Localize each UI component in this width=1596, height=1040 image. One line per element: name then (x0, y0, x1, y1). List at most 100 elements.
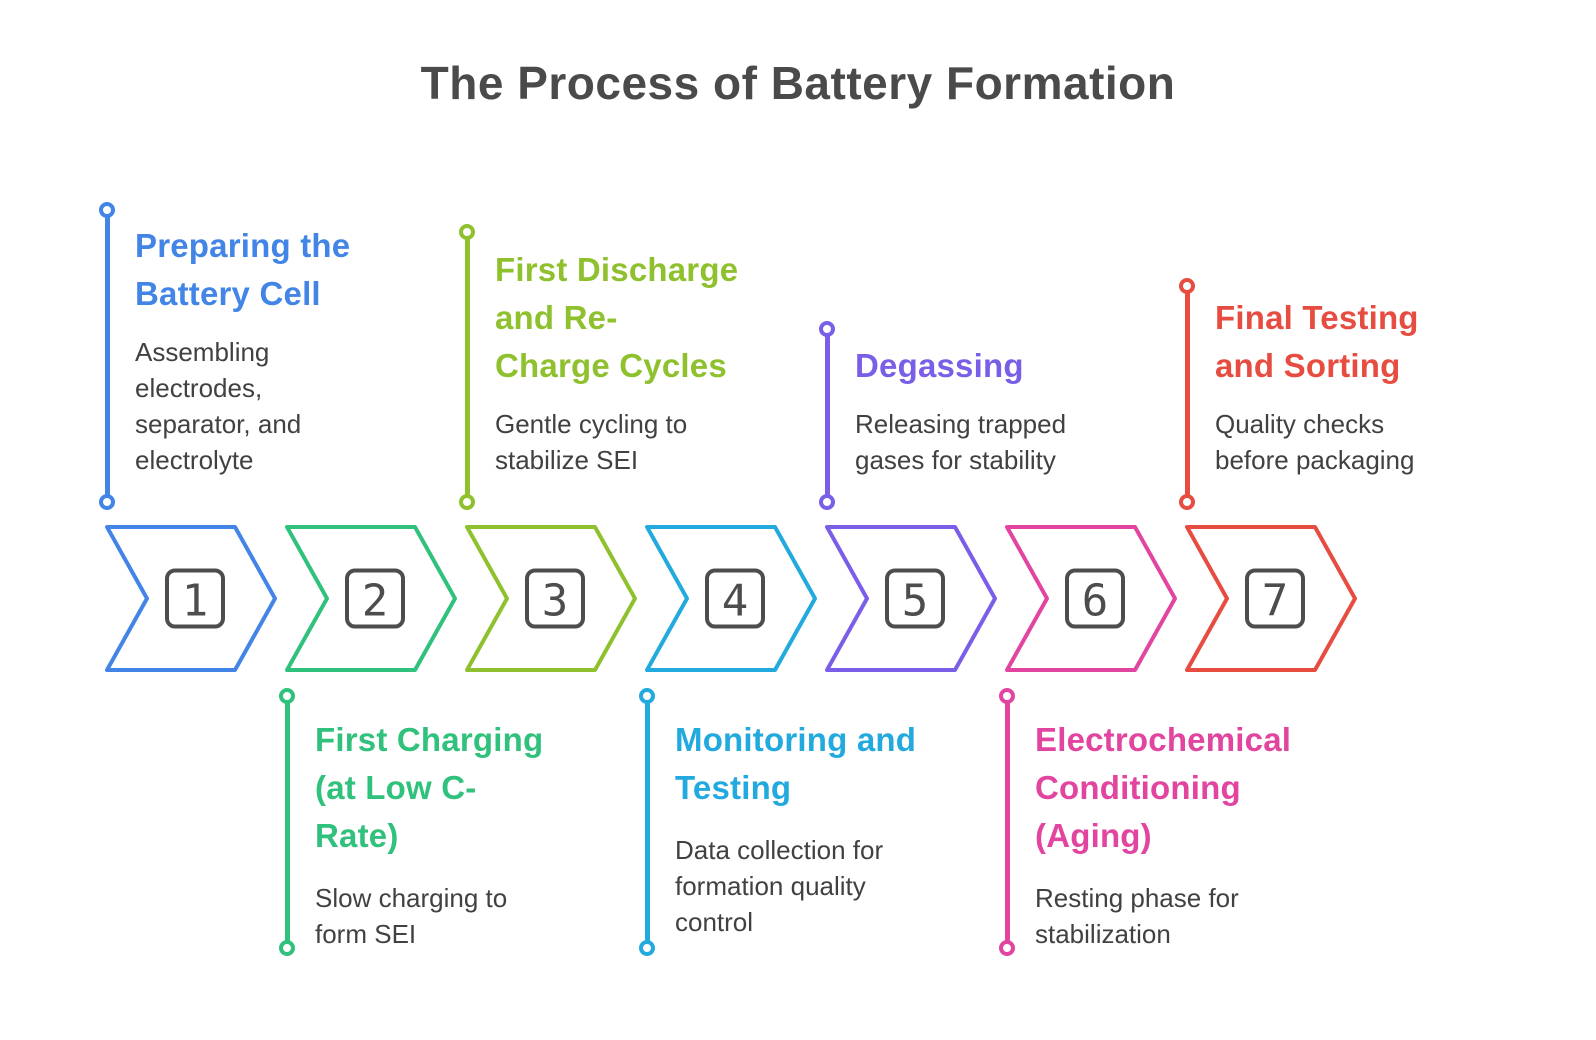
connector-dot-bottom (99, 494, 115, 510)
connector-bar (104, 217, 110, 495)
chevron-outline (645, 525, 817, 672)
connector-bar (284, 703, 290, 941)
text-line: Electrochemical (1035, 721, 1292, 758)
connector-bar (824, 336, 830, 495)
page-title: The Process of Battery Formation (420, 57, 1176, 109)
text-line: Degassing (855, 347, 1024, 384)
text-line: Conditioning (1035, 769, 1241, 806)
step-number-box (165, 568, 225, 629)
step-number: 5 (902, 576, 929, 627)
step-number: 1 (182, 576, 209, 627)
text-line: form SEI (315, 919, 417, 949)
connector-dot-top (279, 688, 295, 704)
step-number: 6 (1082, 576, 1109, 627)
step-number-box (1245, 568, 1305, 629)
text-line: Preparing the (135, 227, 351, 264)
callout-body: Releasing trapped gases for stability (855, 406, 1066, 478)
connector-line (639, 688, 655, 956)
text-line: formation quality (675, 871, 866, 901)
callout-body: Assembling electrodes, separator, and elect… (135, 334, 350, 478)
text-line: and Sorting (1215, 347, 1401, 384)
text-line: Data collection for (675, 835, 884, 865)
text-line: Assembling (135, 337, 270, 367)
text-line: First Charging (315, 721, 544, 758)
text-line: Monitoring and (675, 721, 917, 758)
callout-content: Electrochemical Conditioning (Aging) Resti… (1035, 716, 1291, 952)
text-line: Slow charging to (315, 883, 508, 913)
connector-line (1179, 278, 1195, 510)
connector-dot-top (1179, 278, 1195, 294)
connector-dot-bottom (639, 940, 655, 956)
text-line: (at Low C- (315, 769, 477, 806)
callout-content: First Discharge and Re- Charge Cycles Gent… (495, 246, 738, 478)
text-line: Gentle cycling to (495, 409, 688, 439)
text-line: Final Testing (1215, 299, 1419, 336)
callout-step-1: Preparing the Battery Cell Assembling elec… (99, 202, 459, 510)
connector-bar (1004, 703, 1010, 941)
callout-content: First Charging (at Low C- Rate) Slow charg… (315, 716, 543, 952)
chevron-step-1: 1 (105, 525, 277, 672)
text-line: and Re- (495, 299, 618, 336)
text-line: Rate) (315, 817, 399, 854)
callout-content: Preparing the Battery Cell Assembling elec… (135, 222, 350, 478)
callout-body: Resting phase for stabilization (1035, 880, 1291, 952)
connector-dot-bottom (999, 940, 1015, 956)
connector-dot-bottom (819, 494, 835, 510)
callout-content: Final Testing and Sorting Quality checks b… (1215, 294, 1419, 478)
connector-line (819, 321, 835, 510)
step-number-box (705, 568, 765, 629)
connector-line (99, 202, 115, 510)
callout-step-2: First Charging (at Low C- Rate) Slow charg… (279, 688, 639, 956)
step-number-box (1065, 568, 1125, 629)
text-line: electrolyte (135, 445, 254, 475)
callout-heading: Monitoring and Testing (675, 716, 916, 812)
text-line: stabilize SEI (495, 445, 639, 475)
callout-step-4: Monitoring and Testing Data collection fo… (639, 688, 999, 956)
callout-content: Degassing Releasing trapped gases for sta… (855, 342, 1066, 478)
callout-body: Data collection for formation quality cont… (675, 832, 916, 940)
callout-body: Gentle cycling to stabilize SEI (495, 406, 738, 478)
connector-bar (644, 703, 650, 941)
connector-dot-top (999, 688, 1015, 704)
text-line: electrodes, (135, 373, 263, 403)
callout-step-3: First Discharge and Re- Charge Cycles Gent… (459, 224, 819, 510)
callout-body: Slow charging to form SEI (315, 880, 543, 952)
connector-dot-bottom (1179, 494, 1195, 510)
text-line: control (675, 907, 754, 937)
connector-dot-bottom (279, 940, 295, 956)
step-number: 4 (722, 576, 749, 627)
connector-bar (464, 239, 470, 495)
callout-step-5: Degassing Releasing trapped gases for sta… (819, 321, 1179, 510)
chevron-outline (825, 525, 997, 672)
connector-line (999, 688, 1015, 956)
chevron-outline (465, 525, 637, 672)
connector-dot-top (819, 321, 835, 337)
connector-line (459, 224, 475, 510)
text-line: separator, and (135, 409, 302, 439)
text-line: (Aging) (1035, 817, 1152, 854)
callout-step-6: Electrochemical Conditioning (Aging) Resti… (999, 688, 1359, 956)
chevron-step-2: 2 (285, 525, 457, 672)
callout-heading: Degassing (855, 342, 1066, 390)
text-line: Testing (675, 769, 792, 806)
chevron-step-6: 6 (1005, 525, 1177, 672)
text-line: Releasing trapped (855, 409, 1067, 439)
step-number-box (885, 568, 945, 629)
connector-dot-top (639, 688, 655, 704)
text-line: stabilization (1035, 919, 1171, 949)
callout-heading: Final Testing and Sorting (1215, 294, 1419, 390)
callout-body: Quality checks before packaging (1215, 406, 1419, 478)
connector-line (279, 688, 295, 956)
callout-step-7: Final Testing and Sorting Quality checks b… (1179, 278, 1539, 510)
connector-dot-bottom (459, 494, 475, 510)
step-number: 3 (542, 576, 569, 627)
text-line: Battery Cell (135, 275, 321, 312)
text-line: Charge Cycles (495, 347, 727, 384)
step-number: 2 (362, 576, 389, 627)
callout-heading: First Discharge and Re- Charge Cycles (495, 246, 738, 390)
chevron-step-4: 4 (645, 525, 817, 672)
callout-heading: First Charging (at Low C- Rate) (315, 716, 543, 860)
chevron-outline (285, 525, 457, 672)
chevron-step-5: 5 (825, 525, 997, 672)
